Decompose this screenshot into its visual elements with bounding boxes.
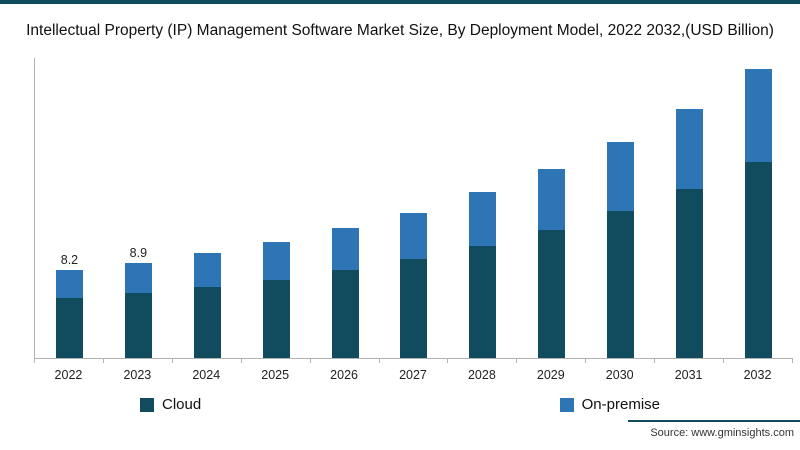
bar-segment-on-premise <box>400 213 428 259</box>
bar-value-label: 8.9 <box>129 246 148 260</box>
bar-segment-on-premise <box>331 228 359 270</box>
bar-group-2023: 8.9 <box>104 58 173 358</box>
legend-item-on-premise: On-premise <box>559 396 660 413</box>
x-axis-label-2031: 2031 <box>674 368 703 382</box>
bar-segment-on-premise <box>262 242 290 280</box>
bar-segment-on-premise <box>193 253 221 287</box>
bar-segment-cloud <box>262 280 290 358</box>
legend-item-cloud: Cloud <box>140 396 201 413</box>
on-premise-swatch-icon <box>559 397 574 412</box>
bar-segment-cloud <box>55 298 83 358</box>
top-accent-rule <box>0 0 800 4</box>
bar-segment-cloud <box>331 270 359 358</box>
axis-tick <box>447 359 449 363</box>
x-axis-label-2022: 2022 <box>54 368 83 382</box>
bar-segment-on-premise <box>538 169 566 230</box>
legend: Cloud On-premise <box>140 396 660 413</box>
bar-stack <box>400 213 428 358</box>
bar-stack <box>607 142 635 358</box>
bar-group-2029 <box>517 58 586 358</box>
axis-tick <box>585 359 587 363</box>
x-axis-label-2024: 2024 <box>192 368 221 382</box>
bar-group-2025 <box>242 58 311 358</box>
x-axis-label-2029: 2029 <box>536 368 565 382</box>
axis-tick <box>723 359 725 363</box>
bar-stack <box>676 109 704 358</box>
bar-group-2027 <box>380 58 449 358</box>
x-axis-label-2032: 2032 <box>743 368 772 382</box>
bar-segment-cloud <box>745 162 773 358</box>
axis-tick <box>171 359 173 363</box>
bar-segment-cloud <box>607 211 635 358</box>
bar-segment-cloud <box>676 189 704 358</box>
bar-stack <box>262 242 290 358</box>
source-accent-rule <box>628 420 800 422</box>
bar-group-2028 <box>448 58 517 358</box>
cloud-swatch-icon <box>140 397 154 412</box>
legend-label-on-premise: On-premise <box>581 396 660 413</box>
bar-segment-on-premise <box>676 109 704 189</box>
axis-tick <box>102 359 104 363</box>
bar-segment-cloud <box>400 259 428 358</box>
bar-stack <box>331 228 359 358</box>
axis-tick <box>34 359 35 363</box>
x-axis-label-2023: 2023 <box>123 368 152 382</box>
axis-tick <box>309 359 311 363</box>
legend-label-cloud: Cloud <box>162 396 202 413</box>
bar-group-2022: 8.2 <box>35 58 104 358</box>
bar-value-label: 8.2 <box>60 253 79 267</box>
source-attribution: Source: www.gminsights.com <box>650 427 794 439</box>
plot-region: 8.2 8.9 <box>34 58 793 359</box>
bar-segment-on-premise <box>745 69 773 162</box>
x-axis-label-2028: 2028 <box>467 368 496 382</box>
axis-tick <box>240 359 242 363</box>
x-axis-label-2030: 2030 <box>605 368 634 382</box>
bar-segment-on-premise <box>124 263 152 293</box>
bar-group-2032 <box>724 58 793 358</box>
bar-group-2031 <box>655 58 724 358</box>
axis-tick <box>516 359 518 363</box>
x-axis-label-2027: 2027 <box>399 368 427 382</box>
axis-tick <box>378 359 380 363</box>
bar-segment-on-premise <box>607 142 635 211</box>
bar-stack <box>55 270 83 358</box>
bar-stack <box>538 169 566 358</box>
bar-segment-on-premise <box>55 270 83 298</box>
axis-tick <box>654 359 656 363</box>
bar-stack <box>469 192 497 358</box>
bar-segment-cloud <box>469 246 497 358</box>
bar-stack <box>124 263 152 358</box>
x-axis-labels: 2022 2023 2024 2025 2026 2027 2028 2029 2030 2031… <box>34 368 792 382</box>
bar-segment-cloud <box>538 230 566 358</box>
bar-stack <box>745 69 773 358</box>
axis-tick <box>791 359 793 363</box>
bar-group-2030 <box>586 58 655 358</box>
bar-segment-cloud <box>124 293 152 358</box>
bar-stack <box>193 253 221 358</box>
plot-area: 8.2 8.9 <box>35 58 793 358</box>
bar-segment-on-premise <box>469 192 497 246</box>
x-axis-label-2026: 2026 <box>330 368 358 382</box>
bar-segment-cloud <box>193 287 221 358</box>
bar-group-2024 <box>173 58 242 358</box>
bar-group-2026 <box>311 58 380 358</box>
chart-title: Intellectual Property (IP) Management So… <box>26 22 774 39</box>
x-axis-label-2025: 2025 <box>261 368 290 382</box>
x-axis-ticks <box>34 359 793 363</box>
